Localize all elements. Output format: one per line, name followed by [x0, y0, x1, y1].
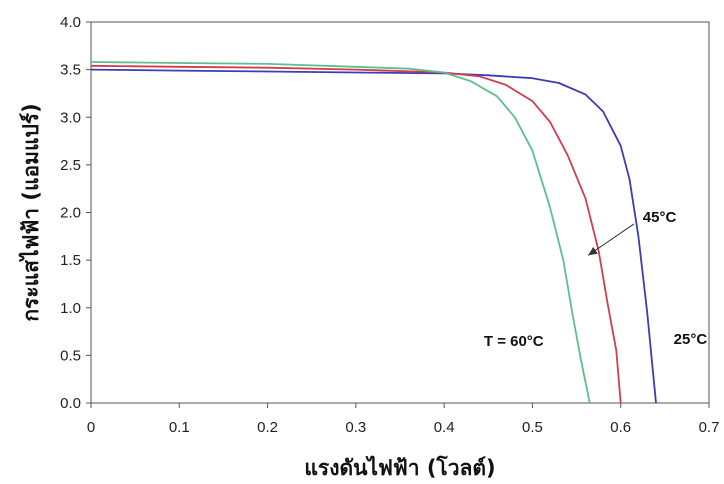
- x-tick-label: 0.4: [434, 419, 455, 436]
- y-tick-label: 4.0: [60, 14, 81, 31]
- y-tick-label: 2.0: [60, 205, 81, 222]
- x-tick-label: 0.6: [610, 419, 631, 436]
- series-line: [90, 68, 657, 404]
- plot-area: [90, 21, 710, 404]
- x-axis-ticks: 0 0.1 0.2 0.3 0.4 0.5 0.6 0.7: [87, 403, 720, 436]
- series-lines: [90, 61, 657, 404]
- annotation-arrow-head: [588, 246, 598, 256]
- series-line: [90, 61, 591, 404]
- x-tick-label: 0.3: [345, 419, 366, 436]
- y-axis-ticks: 0.0 0.5 1.0 1.5 2.0 2.5 3.0 3.5 4.0: [60, 14, 91, 412]
- series-annotation: 25°C: [674, 331, 708, 348]
- x-tick-label: 0.5: [522, 419, 543, 436]
- y-tick-label: 3.0: [60, 109, 81, 126]
- x-tick-label: 0.7: [699, 419, 720, 436]
- annotations: T = 60°C 45°C 25°C: [484, 209, 707, 350]
- x-tick-label: 0: [87, 419, 95, 436]
- y-axis-title: กระแสไฟฟ้า (แอมแปร์): [18, 103, 43, 321]
- x-axis-title: แรงดันไฟฟ้า (โวลต์): [304, 455, 495, 480]
- annotation-arrow-line: [587, 223, 635, 256]
- y-tick-label: 0.0: [60, 395, 81, 412]
- series-annotation: 45°C: [643, 209, 677, 226]
- y-tick-label: 1.0: [60, 300, 81, 317]
- series-line: [90, 64, 622, 404]
- x-tick-label: 0.1: [169, 419, 190, 436]
- x-tick-label: 0.2: [257, 419, 278, 436]
- y-tick-label: 2.5: [60, 157, 81, 174]
- y-tick-label: 0.5: [60, 347, 81, 364]
- y-tick-label: 1.5: [60, 252, 81, 269]
- y-tick-label: 3.5: [60, 62, 81, 79]
- series-annotation: T = 60°C: [484, 333, 544, 350]
